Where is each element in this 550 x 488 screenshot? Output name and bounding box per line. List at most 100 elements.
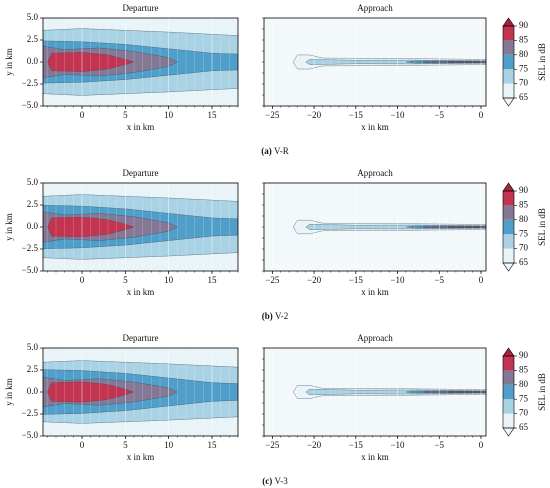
colorbar-band bbox=[503, 191, 514, 206]
plot-title: Departure bbox=[123, 3, 159, 13]
colorbar-tick-label: 85 bbox=[519, 364, 529, 374]
colorbar: 65 70 75 80 85 90 SEL in dB bbox=[502, 182, 547, 272]
contour-band bbox=[447, 61, 484, 63]
colorbar-band bbox=[503, 248, 514, 263]
colorbar-tick-label: 90 bbox=[519, 20, 529, 30]
contour-band bbox=[447, 226, 484, 228]
x-tick-label: −20 bbox=[307, 275, 322, 285]
x-tick-label: 0 bbox=[80, 110, 85, 120]
contour-band bbox=[305, 59, 486, 65]
colorbar-under bbox=[502, 97, 515, 107]
x-tick-label: −5 bbox=[434, 275, 444, 285]
colorbar-band bbox=[503, 234, 514, 249]
y-axis-label: y in km bbox=[4, 378, 14, 406]
colorbar-tick-label: 80 bbox=[519, 214, 529, 224]
x-axis-label: x in km bbox=[127, 287, 155, 297]
y-tick-label: 2.5 bbox=[27, 34, 39, 44]
y-tick-label: 5.0 bbox=[27, 177, 39, 187]
contour-area bbox=[43, 183, 238, 271]
colorbar-tick-label: 80 bbox=[519, 49, 529, 59]
x-tick-label: 5 bbox=[123, 110, 128, 120]
x-axis-label: x in km bbox=[127, 452, 155, 462]
x-axis-label: x in km bbox=[361, 452, 389, 462]
y-axis-label: y in km bbox=[4, 48, 14, 76]
colorbar-band bbox=[503, 399, 514, 414]
colorbar-band bbox=[503, 69, 514, 84]
x-tick-label: −20 bbox=[307, 110, 322, 120]
plot-title: Approach bbox=[357, 333, 393, 343]
y-tick-label: −2.5 bbox=[22, 243, 39, 253]
contour-area bbox=[43, 18, 238, 106]
colorbar-tick-label: 65 bbox=[519, 92, 529, 102]
y-tick-label: 0.0 bbox=[27, 56, 39, 66]
x-tick-label: 5 bbox=[123, 440, 128, 450]
x-tick-label: −5 bbox=[434, 110, 444, 120]
colorbar-label: SEL in dB bbox=[537, 43, 547, 81]
colorbar-tick-label: 65 bbox=[519, 422, 529, 432]
x-tick-label: 10 bbox=[164, 440, 174, 450]
contour-band bbox=[47, 52, 135, 72]
x-tick-label: 0 bbox=[479, 440, 484, 450]
y-axis-label: y in km bbox=[4, 213, 14, 241]
colorbar: 65 70 75 80 85 90 SEL in dB bbox=[502, 347, 547, 437]
y-tick-label: −5.0 bbox=[22, 430, 39, 440]
x-axis-label: x in km bbox=[361, 122, 389, 132]
colorbar-tick-label: 90 bbox=[519, 350, 529, 360]
colorbar-tick-label: 70 bbox=[519, 243, 529, 253]
caption-label: (c) bbox=[262, 476, 272, 486]
x-tick-label: −25 bbox=[265, 275, 280, 285]
colorbar-tick-label: 65 bbox=[519, 257, 529, 267]
colorbar-over bbox=[502, 182, 515, 192]
colorbar-tick-label: 75 bbox=[519, 63, 529, 73]
colorbar-band bbox=[503, 26, 514, 41]
x-tick-label: −15 bbox=[349, 275, 364, 285]
x-tick-label: 0 bbox=[479, 110, 484, 120]
y-tick-label: 2.5 bbox=[27, 199, 39, 209]
colorbar-under bbox=[502, 262, 515, 272]
colorbar-band bbox=[503, 83, 514, 98]
colorbar-label: SEL in dB bbox=[537, 373, 547, 411]
x-axis-label: x in km bbox=[361, 287, 389, 297]
y-tick-label: −5.0 bbox=[22, 100, 39, 110]
y-tick-label: −2.5 bbox=[22, 78, 39, 88]
x-tick-label: −15 bbox=[349, 440, 364, 450]
x-tick-label: −20 bbox=[307, 440, 322, 450]
x-tick-label: −10 bbox=[390, 440, 405, 450]
y-tick-label: 5.0 bbox=[27, 342, 39, 352]
colorbar-over bbox=[502, 17, 515, 27]
colorbar-band bbox=[503, 356, 514, 371]
colorbar-band bbox=[503, 384, 514, 400]
caption: (c) V-3 bbox=[262, 476, 288, 486]
colorbar-band bbox=[503, 219, 514, 235]
x-tick-label: 0 bbox=[479, 275, 484, 285]
colorbar-tick-label: 85 bbox=[519, 199, 529, 209]
x-tick-label: −15 bbox=[349, 110, 364, 120]
caption-text: V-3 bbox=[275, 476, 289, 486]
colorbar-label: SEL in dB bbox=[537, 208, 547, 246]
contour-band bbox=[47, 216, 135, 238]
plot-title: Approach bbox=[357, 168, 393, 178]
x-tick-label: 0 bbox=[80, 440, 85, 450]
caption: (a) V-R bbox=[261, 146, 288, 156]
colorbar: 65 70 75 80 85 90 SEL in dB bbox=[502, 17, 547, 107]
contour-band bbox=[305, 224, 486, 230]
y-tick-label: −5.0 bbox=[22, 265, 39, 275]
colorbar-tick-label: 70 bbox=[519, 408, 529, 418]
y-tick-label: 2.5 bbox=[27, 364, 39, 374]
colorbar-over bbox=[502, 347, 515, 357]
plot: Approach x in km −25 −20 −15 −10 −5 0 bbox=[262, 168, 487, 297]
colorbar-tick-label: 80 bbox=[519, 379, 529, 389]
y-tick-label: 0.0 bbox=[27, 221, 39, 231]
contour-area bbox=[264, 348, 486, 436]
x-tick-label: 5 bbox=[123, 275, 128, 285]
caption-label: (a) bbox=[261, 146, 272, 156]
plot-title: Departure bbox=[123, 333, 159, 343]
x-tick-label: 10 bbox=[164, 110, 174, 120]
colorbar-frame bbox=[502, 355, 515, 429]
x-tick-label: −10 bbox=[390, 110, 405, 120]
colorbar-tick-label: 75 bbox=[519, 228, 529, 238]
contour-area bbox=[264, 18, 486, 106]
contour-area bbox=[43, 348, 238, 436]
plot-title: Departure bbox=[123, 168, 159, 178]
